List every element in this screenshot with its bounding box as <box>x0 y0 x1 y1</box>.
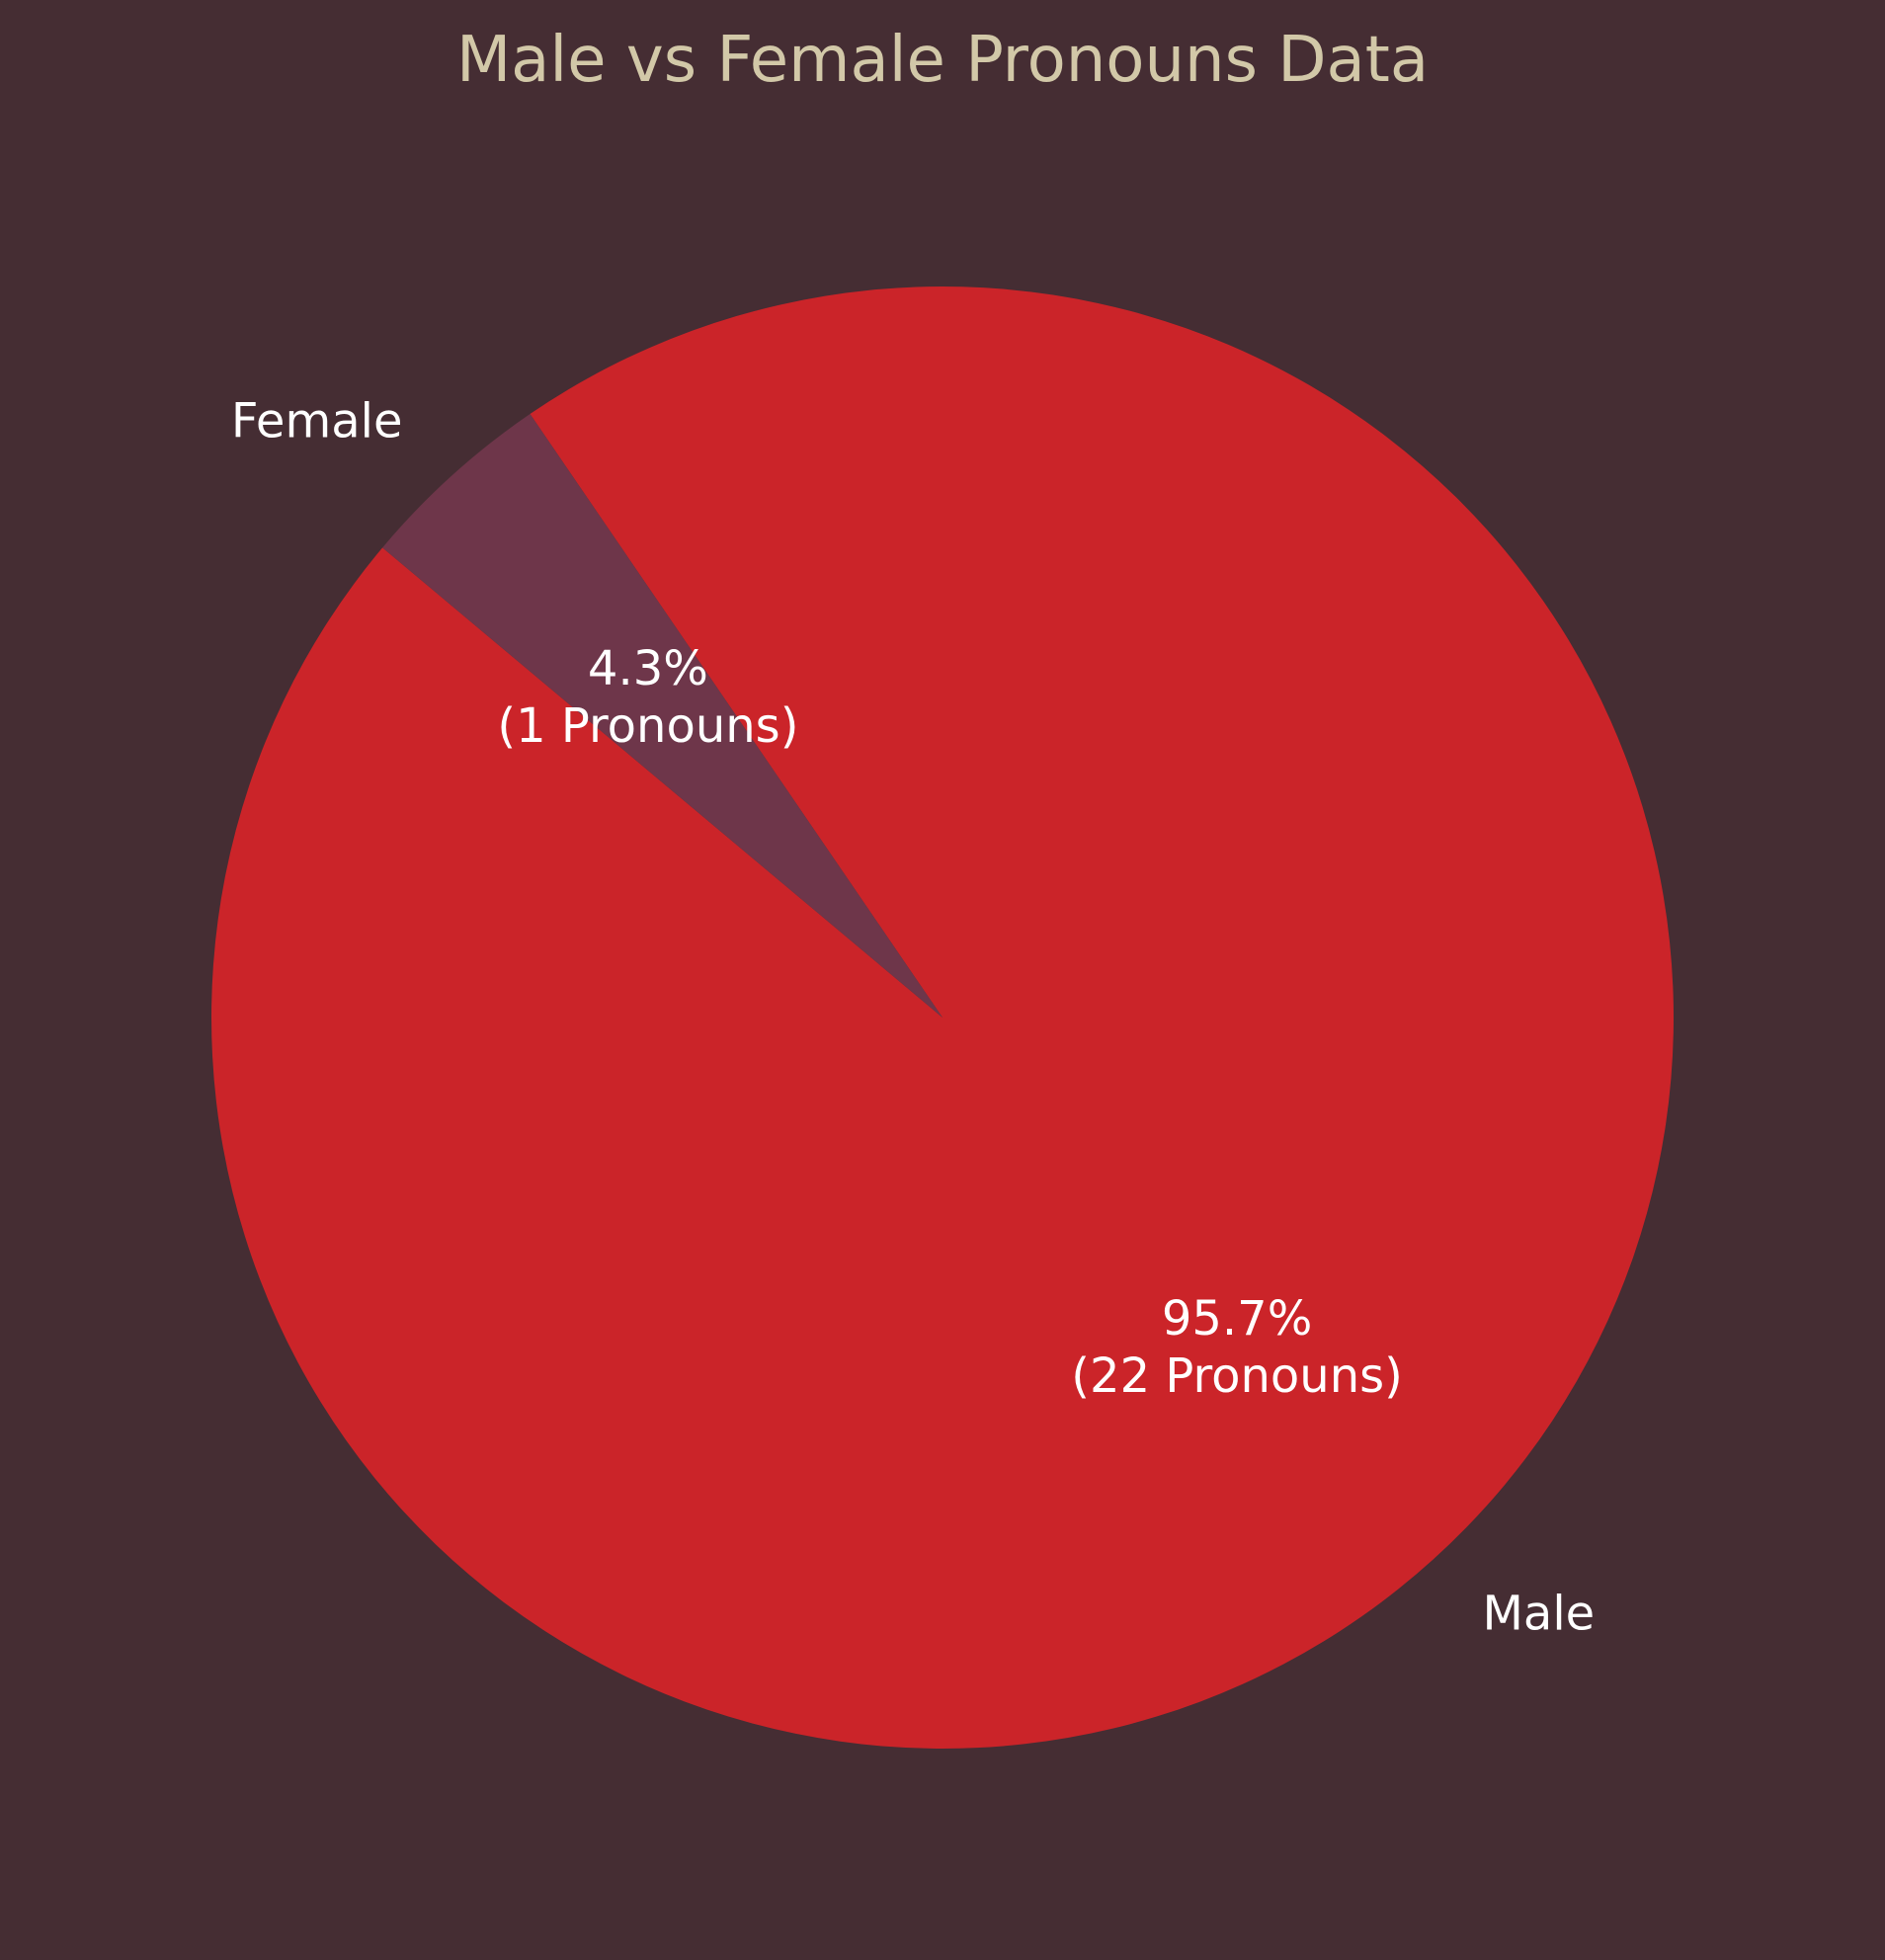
slice-percent-label-female: 4.3% <box>588 641 708 696</box>
slice-label-female: Female <box>231 394 403 449</box>
slice-count-label-female: (1 Pronouns) <box>497 698 798 754</box>
chart-title: Male vs Female Pronouns Data <box>456 24 1429 97</box>
pie-slices <box>210 286 1675 1750</box>
slice-count-label-male: (22 Pronouns) <box>1071 1348 1403 1404</box>
pie-labels: Male 95.7%(22 Pronouns) Female 4.3%(1 Prono… <box>231 394 1595 1642</box>
pie-slice-female <box>382 414 943 1019</box>
slice-label-male: Male <box>1483 1586 1596 1641</box>
slice-percent-label-male: 95.7% <box>1162 1291 1312 1347</box>
